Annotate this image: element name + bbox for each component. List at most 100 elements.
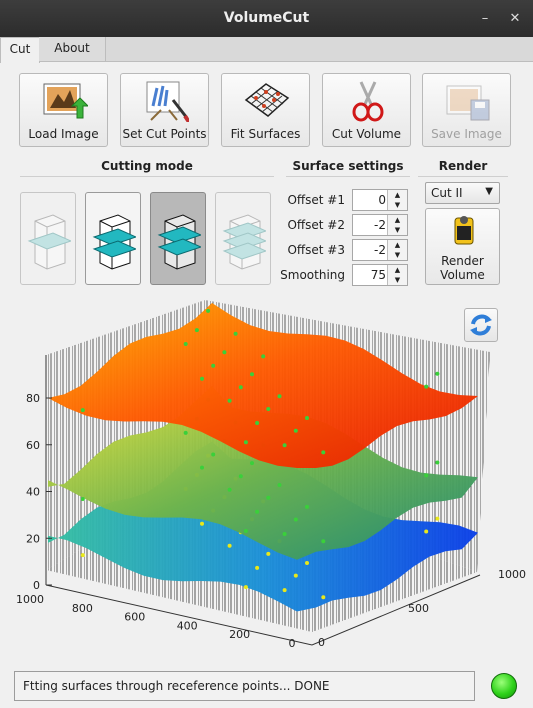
reference-point [255, 509, 260, 514]
reference-point [222, 350, 227, 355]
fit-surfaces-button[interactable]: Fit Surfaces [221, 73, 310, 147]
volume-3d-plot[interactable]: 0 20 40 60 80 1000 800 600 400 200 0 0 500 1000 [0, 300, 533, 660]
reference-point [200, 376, 204, 381]
tab-about[interactable]: About [39, 37, 106, 61]
reference-point [277, 483, 282, 487]
reference-point [255, 565, 260, 570]
offset-2-spinner[interactable]: -2 ▲ ▼ [352, 214, 408, 236]
minimize-icon[interactable]: – [481, 11, 489, 26]
reference-point [227, 543, 232, 548]
z-tick-label: 60 [26, 439, 40, 452]
offset-3-value[interactable]: -2 [374, 243, 386, 257]
reference-point [435, 460, 440, 465]
set-cut-points-icon [146, 81, 189, 122]
surface-settings-divider [286, 176, 410, 177]
z-tick-label: 0 [33, 579, 40, 592]
reference-point [183, 430, 188, 435]
reference-point [282, 443, 287, 448]
one-cut-mode-icon [27, 214, 71, 270]
render-heading: Render [438, 159, 488, 173]
tab-cut[interactable]: Cut [0, 37, 40, 63]
four-cut-mode-icon [222, 214, 266, 270]
save-image-button[interactable]: Save Image [422, 73, 511, 147]
chevron-down-icon: ▼ [485, 186, 493, 197]
offset-3-spinner[interactable]: -2 ▲ ▼ [352, 239, 408, 261]
spinner-down-icon[interactable]: ▼ [394, 276, 401, 284]
render-volume-button[interactable]: Render Volume [425, 208, 500, 285]
offset-1-spinner[interactable]: 0 ▲ ▼ [352, 189, 408, 211]
spinner-down-icon[interactable]: ▼ [394, 251, 401, 259]
reference-point [424, 529, 429, 534]
set-cut-points-label: Set Cut Points [122, 127, 207, 141]
cut-select-dropdown[interactable]: Cut II ▼ [425, 182, 500, 204]
cut-volume-button[interactable]: Cut Volume [322, 73, 411, 147]
reference-point [206, 308, 211, 313]
reference-point [200, 521, 204, 526]
reference-point [200, 465, 204, 470]
surface-settings-heading: Surface settings [292, 159, 404, 173]
z-tick-label: 40 [26, 486, 40, 499]
reference-point [321, 450, 326, 455]
render-divider [418, 176, 508, 177]
reference-point [255, 421, 260, 425]
y-tick-label: 500 [408, 602, 429, 615]
two-cut-mode-icon [92, 214, 136, 270]
refresh-button[interactable] [464, 308, 498, 342]
offset-2-label: Offset #2 [287, 218, 345, 232]
x-axis-ticks: 1000 800 600 400 200 0 [16, 593, 296, 650]
render-button-line2: Volume [440, 268, 485, 282]
title-bar: VolumeCut – ✕ [0, 0, 533, 37]
x-tick-label: 1000 [16, 593, 44, 606]
cut-mode-three-button[interactable] [150, 192, 206, 285]
spinner-down-icon[interactable]: ▼ [394, 226, 401, 234]
smoothing-value[interactable]: 75 [370, 268, 386, 282]
render-film-icon [454, 216, 474, 245]
spinner-down-icon[interactable]: ▼ [394, 201, 401, 209]
fit-surfaces-label: Fit Surfaces [230, 127, 301, 141]
cutting-mode-heading: Cutting mode [101, 159, 193, 173]
reference-point [282, 532, 287, 536]
set-cut-points-button[interactable]: Set Cut Points [120, 73, 209, 147]
x-tick-label: 800 [72, 602, 93, 615]
close-icon[interactable]: ✕ [509, 11, 521, 26]
smoothing-spinner[interactable]: 75 ▲ ▼ [352, 264, 408, 286]
reference-point [250, 461, 254, 466]
reference-point [243, 529, 248, 533]
x-tick-label: 0 [289, 637, 296, 650]
status-indicator-icon [491, 673, 517, 699]
cut-surfaces [48, 303, 478, 612]
reference-point [261, 354, 266, 359]
offset-2-value[interactable]: -2 [374, 218, 386, 232]
reference-point [277, 394, 282, 399]
reference-point [194, 328, 199, 333]
reference-point [305, 561, 309, 565]
spinner-up-icon[interactable]: ▲ [394, 191, 401, 199]
reference-point [233, 331, 238, 336]
z-tick-label: 20 [26, 532, 40, 545]
cut-mode-two-button[interactable] [85, 192, 141, 285]
reference-point [80, 408, 85, 413]
reference-point [266, 551, 271, 556]
reference-point [424, 473, 429, 478]
load-image-label: Load Image [28, 127, 99, 141]
spinner-up-icon[interactable]: ▲ [394, 266, 401, 274]
window-title: VolumeCut [223, 10, 310, 26]
render-button-line1: Render [441, 254, 484, 268]
x-tick-label: 400 [177, 619, 198, 632]
cut-mode-one-button[interactable] [20, 192, 76, 285]
plot-axes [45, 355, 481, 646]
load-image-icon [43, 83, 88, 119]
reference-point [238, 474, 243, 479]
x-tick-label: 200 [229, 628, 250, 641]
spinner-up-icon[interactable]: ▲ [394, 241, 401, 249]
reference-point [293, 573, 298, 578]
cut-surface [48, 303, 478, 468]
cut-volume-label: Cut Volume [331, 127, 402, 141]
reference-point [282, 588, 287, 593]
offset-1-value[interactable]: 0 [378, 193, 386, 207]
tab-bar: Cut About [0, 37, 533, 63]
reference-point [321, 595, 326, 600]
spinner-up-icon[interactable]: ▲ [394, 216, 401, 224]
cut-mode-four-button[interactable] [215, 192, 271, 285]
load-image-button[interactable]: Load Image [19, 73, 108, 147]
